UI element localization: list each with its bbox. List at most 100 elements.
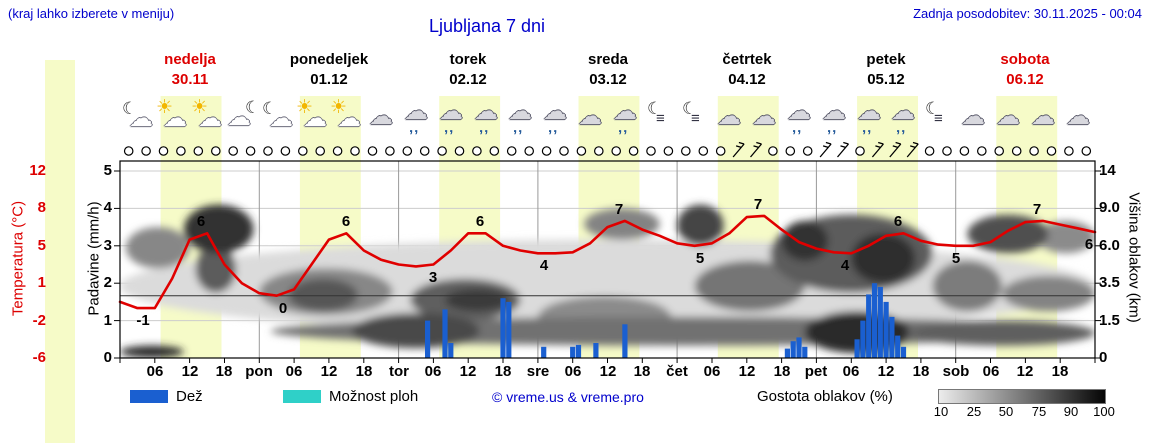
- precip-tick-label: 5: [103, 162, 112, 179]
- time-axis-label: 12: [181, 363, 199, 380]
- cloudg-glyph: ☁: [787, 98, 811, 125]
- time-axis-label: 18: [633, 363, 651, 380]
- rain-bar: [866, 294, 872, 358]
- cloud-glyph: ☁: [129, 105, 153, 132]
- cloud-weather-icon: ☁: [364, 98, 398, 134]
- cloud-region: [932, 260, 1003, 312]
- cloud-region: [1002, 275, 1095, 312]
- wind-calm-icon: [1046, 146, 1057, 156]
- rainmark-glyph: ‚‚: [618, 119, 629, 136]
- wind-calm-icon: [1029, 146, 1039, 156]
- cloud-region: [125, 227, 190, 269]
- sun-cloud-weather-icon: ☀ ☁: [329, 98, 363, 134]
- rain-bar: [442, 309, 448, 358]
- temperature-value-label: 7: [614, 201, 624, 218]
- rain-weather-icon: ☁ ‚‚: [817, 98, 851, 136]
- rain-bar: [425, 320, 431, 358]
- cloud-height-tick-label: 3.5: [1099, 274, 1120, 292]
- rainmark-glyph: ‚‚: [827, 119, 838, 136]
- day-name: ponedeljek: [289, 51, 369, 68]
- fog-glyph: ≡: [691, 110, 700, 127]
- temperature-value-label: 4: [840, 257, 850, 274]
- cloud-glyph: ☁: [303, 105, 327, 132]
- cloud-region: [120, 345, 184, 358]
- rain-weather-icon: ☁ ‚‚: [399, 98, 433, 136]
- last-updated-text: Zadnja posodobitev: 30.11.2025 - 00:04: [913, 6, 1142, 21]
- wind-calm-icon: [332, 146, 343, 156]
- day-date: 04.12: [728, 71, 766, 88]
- wind-calm-icon: [245, 146, 256, 156]
- wind-calm-icon: [785, 146, 796, 156]
- wind-calm-icon: [228, 146, 238, 156]
- rain-bar: [796, 337, 802, 358]
- wind-calm-icon: [994, 146, 1004, 156]
- rainmark-glyph: ‚‚: [862, 119, 873, 136]
- wind-calm-icon: [141, 146, 151, 156]
- time-axis-label: sob: [942, 363, 970, 380]
- moon-glyph: ☾: [647, 99, 663, 118]
- wind-calm-icon: [419, 146, 430, 156]
- wind-calm-icon: [1011, 146, 1022, 156]
- rain-bar: [784, 348, 790, 358]
- time-axis-label: 12: [599, 363, 617, 380]
- rainmark-glyph: ‚‚: [409, 119, 420, 136]
- copyright-link[interactable]: © vreme.us & vreme.pro: [492, 389, 644, 405]
- cloudg-glyph: ☁: [439, 98, 463, 125]
- time-axis-label: 12: [459, 363, 477, 380]
- day-date: 06.12: [1006, 71, 1044, 88]
- cloudg-glyph: ☁: [508, 98, 532, 125]
- rain-weather-icon: ☁ ‚‚: [538, 98, 572, 136]
- moon-glyph: ☾: [245, 98, 261, 117]
- moon-cloud-weather-icon: ☾ ☁: [260, 98, 294, 134]
- cloud-glyph: ☁: [227, 104, 251, 131]
- cloud-layer: [120, 204, 1095, 358]
- cloud-region: [909, 320, 1095, 346]
- cloud-scale-number: 75: [1031, 404, 1047, 419]
- day-name: petek: [866, 51, 906, 68]
- cloudg-glyph: ☁: [543, 98, 567, 125]
- moon-fog-weather-icon: ☾ ≡: [643, 98, 677, 134]
- day-name: nedelja: [164, 51, 216, 68]
- wind-calm-icon: [1064, 146, 1074, 156]
- wind-barb-icon: [889, 141, 902, 158]
- wind-calm-icon: [385, 146, 395, 156]
- temperature-value-label: -1: [136, 312, 150, 329]
- moon-fog-weather-icon: ☾ ≡: [678, 98, 712, 134]
- cloudg-glyph: ☁: [369, 103, 393, 130]
- time-axis-label: pon: [245, 363, 273, 380]
- wind-calm-icon: [350, 146, 360, 156]
- time-axis-label: 06: [285, 363, 303, 380]
- cloudg-glyph: ☁: [404, 98, 428, 125]
- temp-tick-label: 12: [29, 162, 46, 179]
- wind-calm-icon: [559, 146, 569, 156]
- cloud-weather-icon: ☁: [712, 98, 746, 134]
- cloud-region: [677, 204, 724, 246]
- temperature-value-label: 3: [428, 269, 438, 286]
- rain-bar: [871, 283, 878, 358]
- rain-weather-icon: ☁ ‚‚: [886, 98, 920, 136]
- time-axis-label: 12: [320, 363, 338, 380]
- cloudg-glyph: ☁: [961, 103, 985, 130]
- cloud-height-tick-label: 6.0: [1099, 236, 1120, 254]
- wind-calm-icon: [489, 146, 500, 156]
- temperature-value-label: 6: [893, 213, 903, 230]
- day-header: sobota 06.12: [1000, 50, 1049, 90]
- sun-cloud-weather-icon: ☀ ☁: [155, 98, 189, 134]
- temperature-value-label: 7: [753, 196, 763, 213]
- wind-calm-icon: [593, 146, 604, 156]
- time-axis-label: 06: [842, 363, 860, 380]
- wind-calm-icon: [680, 146, 691, 156]
- wind-calm-icon: [942, 146, 952, 156]
- precipitation-bars: [425, 283, 907, 358]
- page-title: Ljubljana 7 dni: [428, 16, 546, 36]
- time-axis-label: 18: [1051, 363, 1069, 380]
- cloud-weather-icon: ☁: [573, 98, 607, 134]
- cloud-region: [352, 313, 480, 349]
- cloudg-glyph: ☁: [857, 98, 881, 125]
- cloud-weather-icon: ☁: [991, 98, 1025, 134]
- wind-calm-icon: [263, 146, 273, 156]
- rain-weather-icon: ☁ ‚‚: [852, 98, 886, 136]
- cloud-weather-icon: ☁: [956, 98, 990, 134]
- rain-bar: [900, 346, 907, 358]
- time-axis-label: 06: [424, 363, 442, 380]
